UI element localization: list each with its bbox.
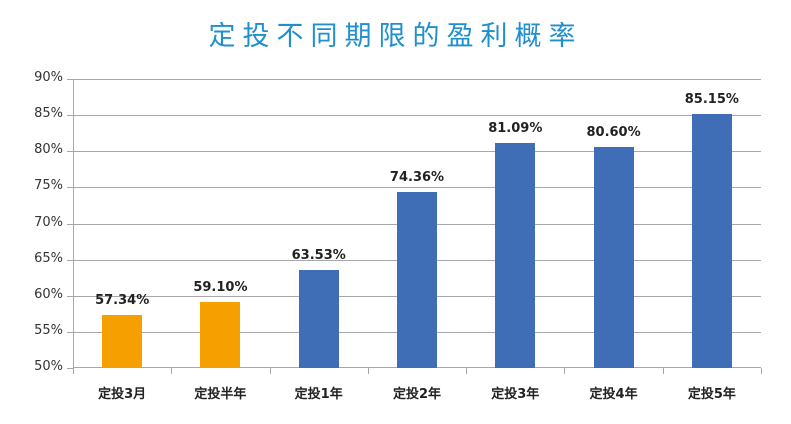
x-tick-mark [171, 368, 173, 374]
data-label: 74.36% [389, 169, 445, 185]
y-tick-mark [67, 368, 73, 369]
y-tick-label: 55% [34, 322, 63, 338]
y-tick-label: 80% [34, 142, 63, 158]
plot-area: 50% 55% 60% 65% 70% 75% 80% 85% 90% 57.34% 定投3月 59.… [34, 70, 762, 402]
gridline [67, 187, 761, 189]
gridline [67, 79, 761, 80]
y-axis [73, 79, 74, 374]
bar [691, 114, 732, 368]
y-tick-label: 50% [34, 359, 63, 374]
chart-title: 定投不同期限的盈利概率 [208, 21, 583, 52]
x-tick-label: 定投1年 [294, 387, 343, 402]
x-tick-mark [662, 368, 664, 374]
bar [593, 146, 634, 368]
data-label: 59.10% [193, 280, 248, 296]
x-tick-mark [367, 368, 369, 374]
data-label: 57.34% [95, 292, 150, 308]
bar [495, 143, 536, 368]
data-label: 80.60% [586, 124, 641, 140]
x-tick-label: 定投半年 [194, 387, 247, 402]
y-tick-label: 75% [34, 178, 63, 194]
data-label: 85.15% [684, 92, 739, 108]
y-tick-label: 65% [34, 250, 63, 266]
x-tick-label: 定投4年 [589, 387, 638, 402]
x-tick-mark [466, 368, 468, 374]
x-tick-label: 定投2年 [392, 387, 442, 402]
x-tick-mark [564, 368, 566, 374]
y-tick-label: 90% [34, 70, 63, 85]
x-tick-mark [269, 368, 271, 374]
y-tick-label: 70% [34, 214, 63, 230]
bar [102, 314, 143, 368]
bar [298, 270, 339, 368]
y-tick-label: 60% [34, 286, 63, 302]
x-tick-label: 定投5年 [687, 387, 736, 402]
gridline [67, 151, 761, 153]
x-tick-mark [761, 368, 762, 374]
gridline [67, 115, 761, 117]
x-tick-label: 定投3月 [98, 387, 147, 402]
bar [200, 302, 241, 368]
data-label: 81.09% [488, 121, 543, 137]
x-tick-label: 定投3年 [491, 387, 540, 402]
data-label: 63.53% [291, 248, 346, 264]
bar [397, 192, 437, 368]
y-tick-label: 85% [34, 106, 63, 122]
